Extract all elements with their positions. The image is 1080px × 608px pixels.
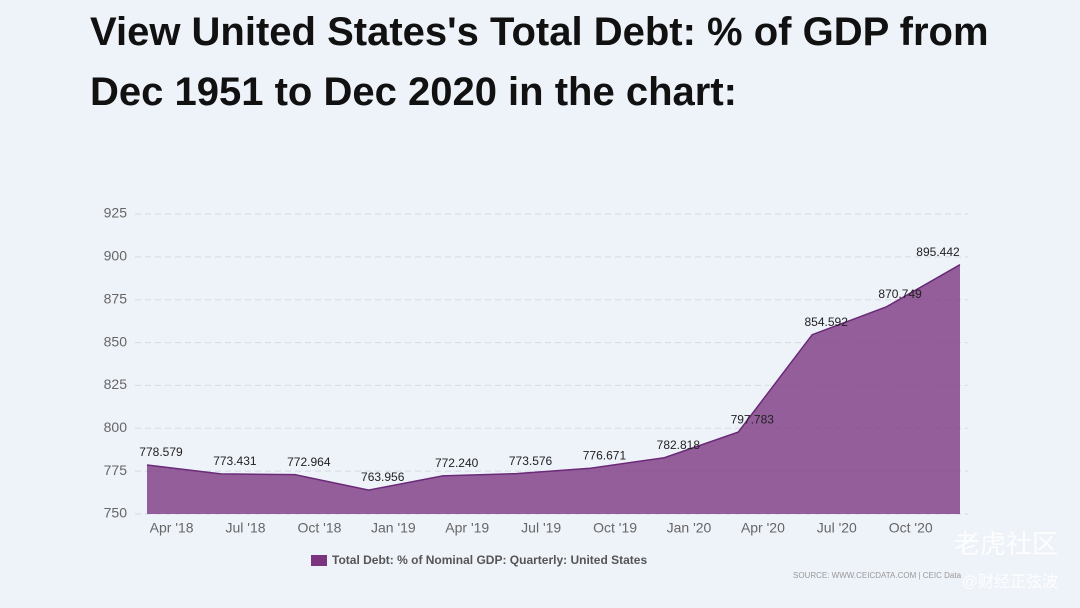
data-label: 854.592 bbox=[804, 315, 848, 329]
data-label: 763.956 bbox=[361, 470, 405, 484]
watermark: @财经正弦波 bbox=[962, 573, 1058, 591]
data-label: 772.964 bbox=[287, 455, 331, 469]
watermark: 老虎社区 bbox=[954, 529, 1058, 559]
chart-title: View United States's Total Debt: % of GD… bbox=[90, 10, 989, 114]
y-tick-label: 800 bbox=[104, 419, 128, 435]
y-tick-label: 825 bbox=[104, 376, 128, 392]
y-tick-label: 925 bbox=[104, 205, 128, 221]
data-label: 778.579 bbox=[139, 445, 183, 459]
data-label: 773.576 bbox=[509, 454, 553, 468]
data-label: 782.818 bbox=[657, 438, 701, 452]
x-tick-label: Apr '18 bbox=[150, 520, 194, 536]
data-label: 773.431 bbox=[213, 454, 257, 468]
x-tick-label: Jul '18 bbox=[226, 520, 266, 536]
source: SOURCE: WWW.CEICDATA.COM | CEIC Data bbox=[793, 571, 962, 580]
x-tick-label: Jan '20 bbox=[667, 520, 712, 536]
y-tick-label: 850 bbox=[104, 333, 128, 349]
x-tick-label: Apr '19 bbox=[445, 520, 489, 536]
data-label: 776.671 bbox=[583, 448, 627, 462]
x-tick-label: Jul '19 bbox=[521, 520, 561, 536]
data-label: 772.240 bbox=[435, 456, 479, 470]
x-tick-label: Oct '18 bbox=[297, 520, 341, 536]
legend-swatch bbox=[311, 555, 327, 566]
x-tick-label: Apr '20 bbox=[741, 520, 785, 536]
line bbox=[146, 264, 961, 491]
data-label: 797.783 bbox=[731, 412, 775, 426]
x-tick-label: Oct '20 bbox=[889, 520, 933, 536]
data-label: 870.749 bbox=[878, 287, 922, 301]
x-tick-label: Oct '19 bbox=[593, 520, 637, 536]
y-tick-label: 875 bbox=[104, 290, 128, 306]
y-tick-label: 900 bbox=[104, 248, 128, 264]
area bbox=[147, 264, 960, 514]
legend-label: Total Debt: % of Nominal GDP: Quarterly:… bbox=[332, 553, 647, 567]
x-tick-label: Jan '19 bbox=[371, 520, 416, 536]
data-label: 895.442 bbox=[916, 245, 960, 259]
x-tick-label: Jul '20 bbox=[817, 520, 857, 536]
y-tick-label: 750 bbox=[104, 505, 128, 521]
y-tick-label: 775 bbox=[104, 462, 128, 478]
